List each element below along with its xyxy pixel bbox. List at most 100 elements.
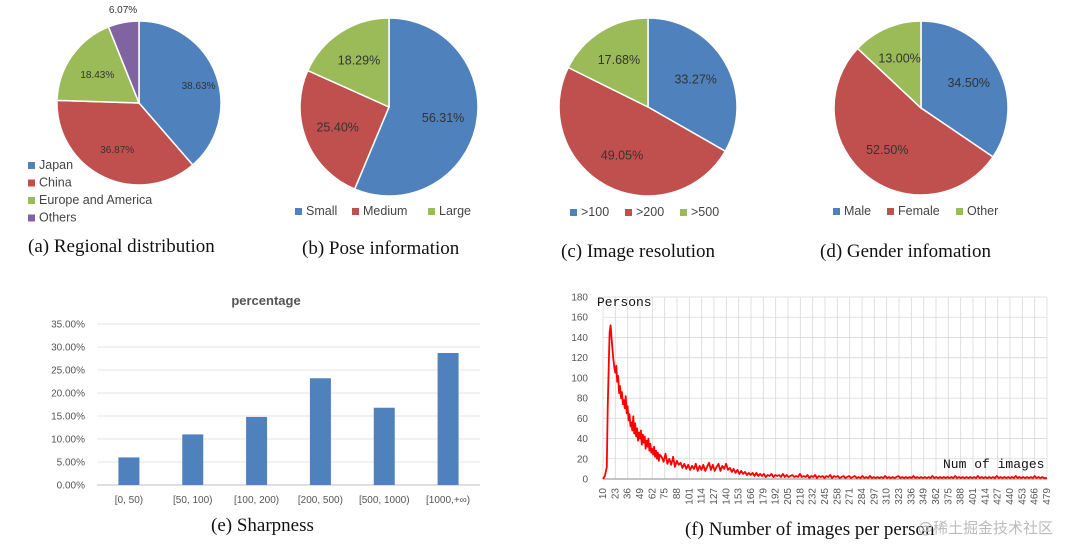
bar-chart-sharpness: 0.00% 5.00% 10.00% 15.00% 20.00% 25.00% 30.00%… <box>51 320 480 506</box>
legend-label: >100 <box>581 205 609 219</box>
legend-swatch <box>28 179 35 187</box>
x-tick-label: 336 <box>906 488 917 505</box>
legend-label: Europe and America <box>39 193 152 207</box>
pie-chart-resolution: 33.27% 49.05% 17.68% >100 >200 >500 <box>558 17 738 219</box>
y-tick-label: 100 <box>571 373 588 384</box>
x-tick-label: 310 <box>882 488 893 505</box>
pie-slice <box>567 17 649 109</box>
x-tick-label: 36 <box>623 488 634 500</box>
line-chart-ylabel: Persons <box>597 295 652 310</box>
x-tick-label: 349 <box>919 488 930 505</box>
legend-swatch <box>28 162 35 169</box>
x-tick-label: 388 <box>956 488 967 505</box>
legend-label: >200 <box>636 205 664 219</box>
caption-images-per-person: (f) Number of images per person <box>685 519 935 540</box>
x-tick-label: [1000,+∞) <box>426 495 470 506</box>
x-tick-label: 258 <box>832 488 843 505</box>
y-tick-label: 0.00% <box>57 481 85 492</box>
y-tick-label: 20 <box>577 454 589 465</box>
legend-label: Medium <box>363 204 407 218</box>
x-tick-label: 88 <box>672 488 683 500</box>
x-tick-label: 23 <box>610 488 621 500</box>
legend-swatch <box>625 209 632 216</box>
legend-swatch <box>28 214 35 222</box>
bar-chart-title: percentage <box>231 293 300 308</box>
x-tick-label: 49 <box>635 488 646 500</box>
x-tick-label: [0, 50) <box>115 495 143 506</box>
line-chart-images-per-person: 0 20 40 60 80 100 120 140 160 180 10 23 36 49 62 75 88 10… <box>571 293 1053 505</box>
legend-label: >500 <box>691 205 719 219</box>
y-tick-label: 160 <box>571 313 588 324</box>
pie-slice <box>107 20 140 104</box>
legend-swatch <box>428 208 435 215</box>
legend-swatch <box>887 208 894 215</box>
x-tick-label: 205 <box>783 488 794 505</box>
x-tick-label: 362 <box>931 488 942 505</box>
legend-label: Female <box>898 204 940 218</box>
x-tick-label: 453 <box>1017 488 1028 505</box>
legend-label: Others <box>39 211 77 225</box>
x-tick-label: 297 <box>869 488 880 505</box>
pie-value-label: 38.63% <box>182 81 216 92</box>
x-tick-label: 179 <box>758 488 769 505</box>
x-tick-label: 271 <box>845 488 856 505</box>
legend-label: China <box>39 176 72 190</box>
x-tick-label: 375 <box>943 488 954 505</box>
legend-label: Small <box>306 204 337 218</box>
pie-slice <box>353 17 479 197</box>
x-tick-label: [100, 200) <box>234 495 279 506</box>
x-tick-label: 140 <box>721 488 732 505</box>
y-tick-label: 20.00% <box>51 389 85 400</box>
legend-label: Male <box>844 204 871 218</box>
y-tick-label: 30.00% <box>51 343 85 354</box>
x-tick-label: 166 <box>746 488 757 505</box>
x-tick-label: 284 <box>857 488 868 505</box>
legend-swatch <box>570 209 577 216</box>
watermark: @稀土掘金技术社区 <box>918 519 1053 537</box>
x-tick-label: 153 <box>734 488 745 505</box>
x-tick-label: 62 <box>647 488 658 500</box>
legend-swatch <box>833 208 840 215</box>
pie-value-label: 18.43% <box>80 70 114 81</box>
bar <box>437 352 459 485</box>
y-tick-label: 0 <box>582 475 588 486</box>
pie-slice <box>558 66 727 197</box>
x-tick-label: 466 <box>1030 488 1041 505</box>
legend-label: Large <box>439 204 471 218</box>
x-tick-label: 401 <box>968 488 979 505</box>
pie-chart-regional: 38.63% 36.87% 18.43% 6.07% Japan China Europe … <box>28 5 222 225</box>
x-tick-label: 232 <box>808 488 819 505</box>
pie-slice <box>56 25 141 104</box>
legend-label: Other <box>967 204 998 218</box>
bar <box>118 457 140 485</box>
pie-value-label: 49.05% <box>601 149 643 163</box>
pie-slice <box>833 47 995 196</box>
y-tick-label: 5.00% <box>57 458 85 469</box>
y-tick-label: 140 <box>571 333 588 344</box>
x-tick-label: 192 <box>771 488 782 505</box>
pie-slice <box>306 17 390 109</box>
pie-slice <box>920 20 1009 158</box>
caption-sharpness: (e) Sharpness <box>211 515 314 536</box>
caption-pose: (b) Pose information <box>302 238 460 259</box>
pie-value-label: 56.31% <box>422 111 464 125</box>
pie-slice <box>56 99 194 186</box>
bar <box>309 378 331 485</box>
pie-chart-pose: 56.31% 25.40% 18.29% Small Medium Large <box>295 17 479 218</box>
y-tick-label: 120 <box>571 353 588 364</box>
bar <box>182 434 204 485</box>
pie-slice <box>299 69 390 191</box>
y-tick-label: 35.00% <box>51 320 85 331</box>
y-tick-label: 25.00% <box>51 366 85 377</box>
legend-swatch <box>295 208 302 215</box>
y-tick-label: 80 <box>577 394 589 405</box>
series-line <box>602 324 1047 480</box>
y-tick-label: 15.00% <box>51 412 85 423</box>
caption-regional: (a) Regional distribution <box>28 236 215 257</box>
pie-value-label: 6.07% <box>109 5 137 16</box>
pie-chart-gender: 34.50% 52.50% 13.00% Male Female Other <box>833 20 1009 218</box>
x-tick-label: 479 <box>1042 488 1053 505</box>
legend-swatch <box>352 208 359 215</box>
x-tick-label: 75 <box>660 488 671 500</box>
